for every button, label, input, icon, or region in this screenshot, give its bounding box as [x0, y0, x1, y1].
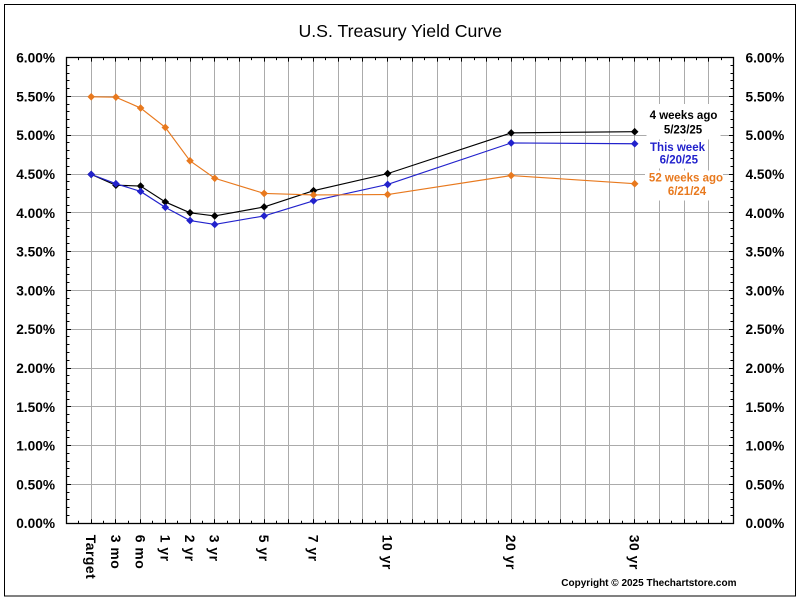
svg-text:4.50%: 4.50%	[16, 167, 55, 182]
svg-text:2.50%: 2.50%	[16, 322, 55, 337]
svg-text:3.00%: 3.00%	[16, 283, 55, 298]
svg-text:U.S. Treasury Yield Curve: U.S. Treasury Yield Curve	[298, 21, 502, 41]
svg-text:1.00%: 1.00%	[746, 439, 785, 454]
svg-text:1.50%: 1.50%	[746, 400, 785, 415]
svg-text:5.50%: 5.50%	[16, 89, 55, 104]
svg-text:52 weeks ago: 52 weeks ago	[649, 173, 723, 185]
svg-text:3.50%: 3.50%	[746, 245, 785, 260]
svg-text:3 mo: 3 mo	[108, 535, 124, 569]
svg-text:30 yr: 30 yr	[627, 535, 643, 570]
svg-text:10 yr: 10 yr	[380, 535, 396, 570]
svg-text:This week: This week	[650, 142, 706, 154]
svg-text:4.00%: 4.00%	[16, 206, 55, 221]
svg-text:6.00%: 6.00%	[16, 51, 55, 66]
svg-text:4.00%: 4.00%	[746, 206, 785, 221]
svg-text:6/21/24: 6/21/24	[668, 186, 707, 198]
svg-text:4.50%: 4.50%	[746, 167, 785, 182]
svg-text:5.00%: 5.00%	[16, 128, 55, 143]
svg-text:6 mo: 6 mo	[133, 535, 149, 569]
svg-text:Target: Target	[83, 535, 99, 579]
svg-text:3 yr: 3 yr	[207, 535, 223, 562]
svg-text:2.00%: 2.00%	[16, 361, 55, 376]
svg-text:5.50%: 5.50%	[746, 89, 785, 104]
svg-text:6.00%: 6.00%	[746, 51, 785, 66]
svg-text:5.00%: 5.00%	[746, 128, 785, 143]
svg-text:2.00%: 2.00%	[746, 361, 785, 376]
svg-text:3.00%: 3.00%	[746, 283, 785, 298]
svg-text:5/23/25: 5/23/25	[664, 124, 703, 136]
svg-text:3.50%: 3.50%	[16, 245, 55, 260]
svg-text:6/20/25: 6/20/25	[660, 154, 699, 166]
svg-text:1.50%: 1.50%	[16, 400, 55, 415]
svg-text:2 yr: 2 yr	[182, 535, 198, 562]
svg-text:0.50%: 0.50%	[746, 477, 785, 492]
svg-text:0.00%: 0.00%	[746, 516, 785, 531]
svg-text:20 yr: 20 yr	[503, 535, 519, 570]
svg-text:1.00%: 1.00%	[16, 439, 55, 454]
svg-text:4 weeks ago: 4 weeks ago	[650, 110, 718, 122]
svg-text:2.50%: 2.50%	[746, 322, 785, 337]
svg-text:5 yr: 5 yr	[256, 535, 272, 562]
svg-text:Copyright © 2025 Thechartstore: Copyright © 2025 Thechartstore.com	[561, 578, 736, 589]
svg-text:0.50%: 0.50%	[16, 477, 55, 492]
svg-text:1 yr: 1 yr	[157, 535, 173, 562]
svg-text:0.00%: 0.00%	[16, 516, 55, 531]
svg-text:7 yr: 7 yr	[306, 535, 322, 562]
